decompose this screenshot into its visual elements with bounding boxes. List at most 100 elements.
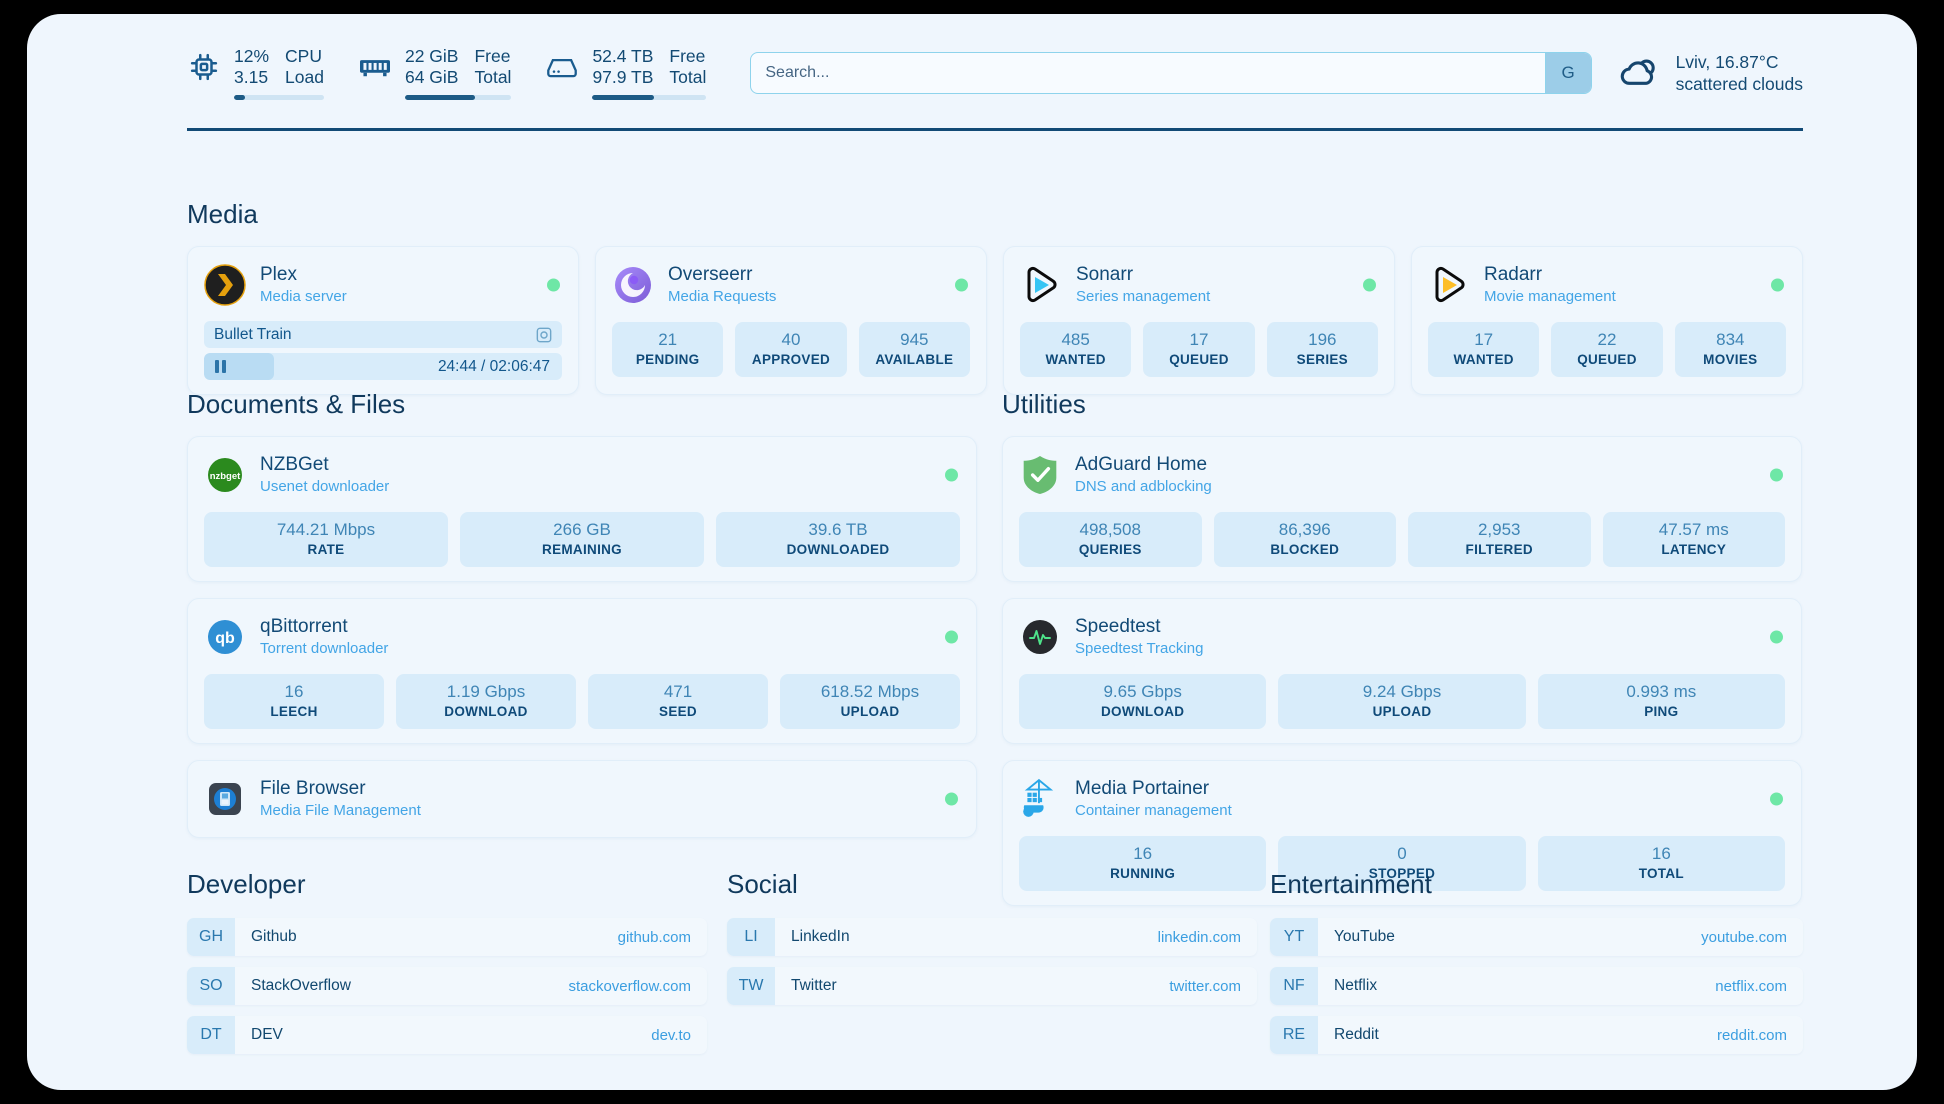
stat-tile[interactable]: 21 PENDING <box>612 322 724 377</box>
search-provider-button[interactable]: G <box>1544 53 1591 93</box>
stat-tile[interactable]: 9.65 Gbps DOWNLOAD <box>1019 674 1267 729</box>
stat-tile[interactable]: 17 WANTED <box>1428 322 1540 377</box>
bookmark-url: dev.to <box>651 1026 691 1044</box>
utilities-section: Utilities AdGuard Home DNS and adblockin… <box>1002 389 1802 906</box>
search-bar[interactable]: G <box>750 52 1592 94</box>
file-browser-icon <box>204 778 246 820</box>
stat-label: LEECH <box>270 704 318 719</box>
bookmark-group-developer: Developer GH Github github.com SO StackO… <box>187 869 707 1065</box>
playback-progress[interactable]: 24:44 / 02:06:47 <box>204 353 562 380</box>
service-name: Media Portainer <box>1075 778 1210 799</box>
stat-label: SERIES <box>1296 352 1348 367</box>
service-card-overseerr[interactable]: Overseerr Media Requests 21 PENDING 40 A… <box>595 246 987 395</box>
bookmark-item[interactable]: DT DEV dev.to <box>187 1016 707 1054</box>
stat-tile[interactable]: 945 AVAILABLE <box>858 322 970 377</box>
service-card-portainer[interactable]: Media Portainer Container management 16 … <box>1002 760 1802 906</box>
nzbget-icon: nzbget <box>204 454 246 496</box>
bookmark-item[interactable]: GH Github github.com <box>187 918 707 956</box>
weather-widget[interactable]: Lviv, 16.87°C scattered clouds <box>1618 51 1803 95</box>
stat-label: WANTED <box>1045 352 1106 367</box>
bookmark-url: twitter.com <box>1169 977 1241 995</box>
stat-tile[interactable]: 16 RUNNING <box>1019 836 1267 891</box>
overseerr-icon <box>612 264 654 306</box>
search-input[interactable] <box>751 64 1545 82</box>
stat-tile[interactable]: 2,953 FILTERED <box>1408 512 1591 567</box>
stat-tile[interactable]: 9.24 Gbps UPLOAD <box>1278 674 1526 729</box>
stat-tile[interactable]: 16 LEECH <box>204 674 384 729</box>
stat-value: 47.57 ms <box>1658 520 1729 539</box>
stat-label: QUERIES <box>1078 542 1142 557</box>
disk-label-2: Total <box>669 67 707 87</box>
stat-tile[interactable]: 485 WANTED <box>1020 322 1132 377</box>
stat-tile[interactable]: 22 QUEUED <box>1551 322 1663 377</box>
stat-value: 40 <box>781 330 801 349</box>
status-indicator <box>1770 630 1783 644</box>
bookmark-abbr: TW <box>727 967 775 1005</box>
service-stats: 485 WANTED 17 QUEUED 196 SERIES <box>1020 322 1378 377</box>
stat-tile[interactable]: 0.993 ms PING <box>1537 674 1785 729</box>
stat-tile[interactable]: 744.21 Mbps RATE <box>204 512 448 567</box>
disk-widget[interactable]: 52.4 TB 97.9 TB Free Total <box>545 46 707 100</box>
stat-tile[interactable]: 17 QUEUED <box>1143 322 1255 377</box>
pause-icon[interactable] <box>215 360 226 373</box>
stat-value: 266 GB <box>553 520 611 539</box>
stat-label: SEED <box>659 704 697 719</box>
service-subtitle: Media File Management <box>260 802 421 819</box>
stat-tile[interactable]: 1.19 Gbps DOWNLOAD <box>396 674 576 729</box>
bookmark-item[interactable]: YT YouTube youtube.com <box>1270 918 1803 956</box>
bookmark-name: YouTube <box>1334 928 1395 945</box>
memory-readout: 22 GiB 64 GiB Free Total <box>404 46 512 100</box>
now-playing-row[interactable]: Bullet Train <box>204 321 562 348</box>
stat-value: 498,508 <box>1079 520 1141 539</box>
bookmark-item[interactable]: TW Twitter twitter.com <box>727 967 1257 1005</box>
playback-time: 24:44 / 02:06:47 <box>437 357 550 375</box>
stat-tile[interactable]: 47.57 ms LATENCY <box>1602 512 1785 567</box>
stat-label: RUNNING <box>1110 866 1176 881</box>
bookmark-item[interactable]: RE Reddit reddit.com <box>1270 1016 1803 1054</box>
stat-tile[interactable]: 498,508 QUERIES <box>1019 512 1202 567</box>
bookmark-url: youtube.com <box>1701 928 1787 946</box>
disk-usage-bar <box>592 95 707 100</box>
header-divider <box>187 128 1803 131</box>
stat-tile[interactable]: 39.6 TB DOWNLOADED <box>716 512 960 567</box>
radarr-icon <box>1428 264 1470 306</box>
service-name: Overseerr <box>668 264 753 285</box>
utilities-section-title: Utilities <box>1002 389 1086 419</box>
service-card-speedtest[interactable]: Speedtest Speedtest Tracking 9.65 Gbps D… <box>1002 598 1802 744</box>
memory-widget[interactable]: 22 GiB 64 GiB Free Total <box>358 46 512 100</box>
service-subtitle: Usenet downloader <box>260 478 390 495</box>
stat-tile[interactable]: 618.52 Mbps UPLOAD <box>780 674 960 729</box>
bookmark-item[interactable]: NF Netflix netflix.com <box>1270 967 1803 1005</box>
stat-tile[interactable]: 196 SERIES <box>1266 322 1378 377</box>
service-card-adguard[interactable]: AdGuard Home DNS and adblocking 498,508 … <box>1002 436 1802 582</box>
stat-value: 2,953 <box>1477 520 1521 539</box>
stat-tile[interactable]: 0 STOPPED <box>1278 836 1526 891</box>
stat-tile[interactable]: 266 GB REMAINING <box>460 512 704 567</box>
plex-icon <box>204 264 246 306</box>
header-bar: 12% 3.15 CPU Load <box>187 38 1803 108</box>
stat-tile[interactable]: 16 TOTAL <box>1537 836 1785 891</box>
cast-icon[interactable] <box>536 327 552 343</box>
service-card-sonarr[interactable]: Sonarr Series management 485 WANTED 17 Q… <box>1003 246 1395 395</box>
stat-tile[interactable]: 471 SEED <box>588 674 768 729</box>
bookmark-item[interactable]: LI LinkedIn linkedin.com <box>727 918 1257 956</box>
service-card-radarr[interactable]: Radarr Movie management 17 WANTED 22 QUE… <box>1411 246 1803 395</box>
bookmark-item[interactable]: SO StackOverflow stackoverflow.com <box>187 967 707 1005</box>
service-card-nzbget[interactable]: nzbget NZBGet Usenet downloader 744.21 M… <box>187 436 977 582</box>
bookmark-group-social: Social LI LinkedIn linkedin.com TW Twitt… <box>727 869 1257 1016</box>
status-indicator <box>945 468 958 482</box>
cpu-percent: 12% <box>234 46 270 66</box>
qbittorrent-icon: qb <box>204 616 246 658</box>
memory-free: 22 GiB <box>404 46 459 66</box>
service-name: NZBGet <box>260 454 329 475</box>
stat-tile[interactable]: 834 MOVIES <box>1674 322 1786 377</box>
stat-tile[interactable]: 40 APPROVED <box>735 322 847 377</box>
service-card-plex[interactable]: Plex Media server Bullet Train <box>187 246 579 395</box>
disk-label-1: Free <box>669 46 706 66</box>
cpu-widget[interactable]: 12% 3.15 CPU Load <box>187 46 324 100</box>
service-card-file-browser[interactable]: File Browser Media File Management <box>187 760 977 838</box>
stat-tile[interactable]: 86,396 BLOCKED <box>1213 512 1396 567</box>
service-card-qbittorrent[interactable]: qb qBittorrent Torrent downloader 16 LEE… <box>187 598 977 744</box>
stat-value: 9.24 Gbps <box>1362 682 1442 701</box>
stat-value: 22 <box>1597 330 1617 349</box>
